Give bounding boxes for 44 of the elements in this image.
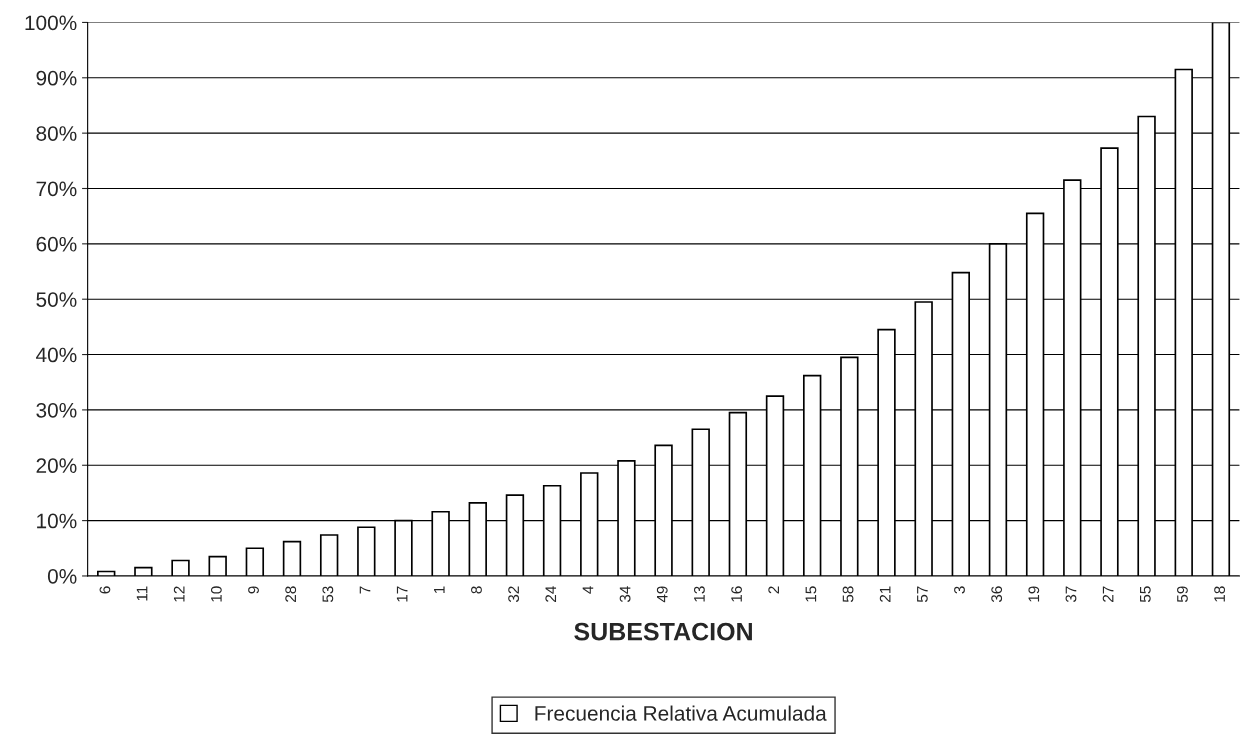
x-tick-label: 3 (954, 586, 965, 594)
x-axis-title: SUBESTACION (574, 622, 752, 641)
y-tick-label: 70% (36, 181, 77, 197)
x-tick-label: 17 (396, 586, 408, 602)
x-tick-label: 1 (434, 586, 445, 594)
x-tick-label: 28 (285, 586, 297, 602)
y-tick-label: 40% (36, 347, 77, 363)
x-tick-label: 10 (210, 586, 222, 602)
y-tick-label: 90% (36, 70, 77, 86)
y-tick-label: 100% (25, 15, 77, 31)
x-tick-label: 53 (322, 586, 334, 603)
x-tick-label: 9 (248, 586, 259, 594)
x-tick-label: 12 (173, 586, 185, 602)
x-tick-label: 58 (842, 586, 854, 603)
y-tick-label: 10% (37, 513, 77, 529)
x-tick-label: 19 (1028, 586, 1040, 602)
legend-label: Frecuencia Relativa Acumulada (535, 705, 827, 721)
y-tick-label: 20% (36, 458, 77, 474)
x-tick-label: 8 (471, 586, 482, 594)
x-tick-label: 27 (1102, 586, 1114, 602)
x-tick-label: 7 (359, 586, 371, 594)
x-tick-label: 55 (1140, 586, 1151, 603)
x-tick-label: 57 (917, 586, 928, 603)
x-tick-label: 34 (619, 586, 631, 603)
y-tick-label: 60% (36, 236, 77, 252)
x-tick-label: 4 (582, 586, 594, 594)
x-tick-label: 21 (879, 586, 891, 602)
x-tick-label: 32 (508, 586, 520, 603)
x-tick-label: 18 (1214, 586, 1225, 602)
y-tick-label: 80% (36, 126, 77, 141)
y-tick-label: 30% (36, 402, 77, 418)
x-tick-label: 6 (99, 586, 111, 594)
x-tick-label: 59 (1177, 586, 1188, 603)
y-tick-label: 50% (36, 292, 77, 307)
x-tick-label: 11 (136, 586, 148, 601)
x-tick-label: 24 (545, 586, 557, 602)
x-tick-label: 49 (656, 586, 668, 603)
x-tick-label: 2 (768, 586, 779, 594)
x-tick-label: 13 (694, 586, 705, 602)
x-tick-label: 37 (1065, 586, 1077, 603)
x-tick-label: 15 (805, 586, 817, 602)
x-tick-label: 36 (991, 586, 1003, 603)
y-tick-label: 0% (47, 568, 77, 584)
x-tick-label: 16 (731, 586, 742, 602)
